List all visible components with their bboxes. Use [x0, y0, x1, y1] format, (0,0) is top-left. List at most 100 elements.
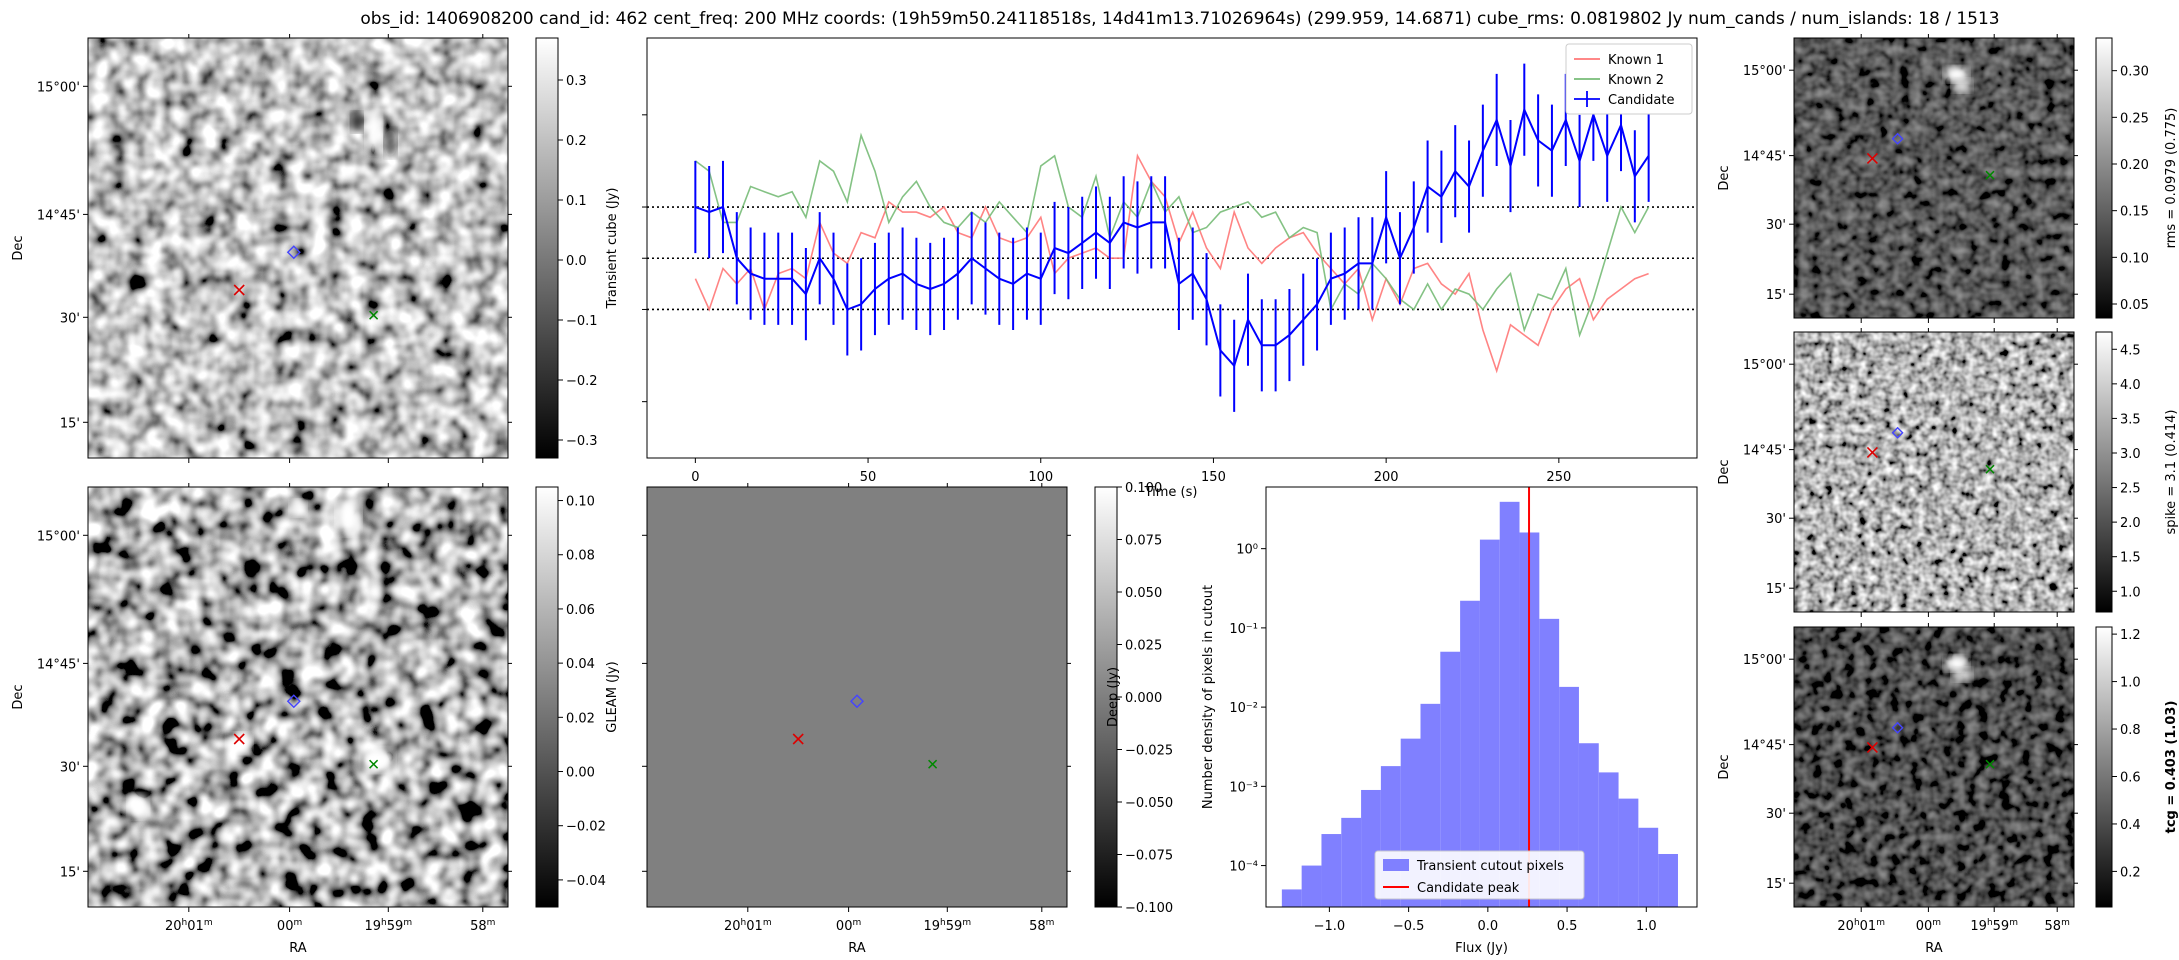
colorbar-tick-label: 0.10 [566, 495, 595, 510]
colorbar-tick-label: 1.0 [2120, 585, 2141, 600]
spike-colorbar-label: spike = 3.1 (0.414) [2164, 409, 2179, 534]
colorbar-tick-label: 4.0 [2120, 378, 2141, 393]
gleam-panel: 15°00' 14°45' 30' 15' 20h01m 00m 19h59m 58m Dec R… [11, 483, 620, 956]
rms-source-blob [1944, 66, 1969, 83]
x-tick-label: −1.0 [1314, 919, 1346, 934]
colorbar-tick-label: 0.06 [566, 603, 595, 618]
dec-tick-label: 14°45' [1743, 150, 1786, 165]
colorbar-tick-label: 0.2 [566, 134, 587, 149]
dec-tick-label: 15°00' [1743, 64, 1786, 79]
colorbar-tick-label: 1.0 [2120, 676, 2141, 691]
histogram-bar [1440, 651, 1461, 907]
colorbar-tick-label: −0.075 [1125, 849, 1173, 864]
colorbar-tick-label: −0.02 [566, 820, 606, 835]
colorbar-tick-label: 0.050 [1125, 586, 1162, 601]
x-tick-label: 200 [1374, 470, 1399, 485]
transient-image [88, 38, 508, 458]
series-line-candidate [695, 106, 1650, 368]
deep-frame [646, 486, 1068, 908]
histogram-bar [1341, 817, 1362, 907]
x-tick-label: 0.0 [1477, 919, 1498, 934]
green-x-marker-icon [1985, 464, 1995, 474]
ra-tick-label: 58m [2045, 918, 2070, 934]
green-x-marker-icon [369, 310, 379, 320]
colorbar-tick-label: 0.15 [2120, 205, 2149, 220]
tcg-colorbar-label: tcg = 0.403 (1.03) [2164, 701, 2179, 834]
red-x-marker-icon [792, 733, 804, 745]
ra-tick-label: 19h59m [1970, 918, 2018, 934]
deep-colorbar-frame [1094, 486, 1118, 908]
legend-entry: Candidate peak [1417, 881, 1520, 896]
tcg-colorbar [2096, 627, 2112, 907]
figure-title: obs_id: 1406908200 cand_id: 462 cent_fre… [360, 9, 1999, 29]
ra-axis-label: RA [848, 941, 866, 956]
blue-diamond-marker-icon [1891, 426, 1904, 439]
spike-colorbar [2096, 332, 2112, 612]
gleam-source-blob [361, 748, 394, 772]
y-axis-label: Number density of pixels in cutout [1201, 585, 1216, 809]
histogram-bar [1479, 539, 1500, 907]
dec-tick-label: 15' [1766, 877, 1786, 892]
red-x-marker-icon [233, 733, 245, 745]
series-line-known-1 [694, 153, 1649, 374]
colorbar-tick-label: −0.025 [1125, 744, 1173, 759]
legend-swatch [1383, 859, 1409, 871]
histogram-bar [1499, 501, 1520, 907]
x-tick-label: 1.0 [1636, 919, 1657, 934]
tcg-source-blob [1944, 655, 1969, 672]
ra-tick-label: 58m [470, 918, 495, 934]
dec-tick-label: 15°00' [1743, 358, 1786, 373]
colorbar-tick-label: −0.3 [566, 434, 598, 449]
histogram-bar [1301, 865, 1322, 907]
colorbar-tick-label: −0.1 [566, 314, 598, 329]
colorbar-tick-label: 0.4 [2120, 818, 2141, 833]
colorbar-tick-label: 0.04 [566, 657, 595, 672]
x-tick-label: 0 [691, 470, 699, 485]
transient-frame [87, 37, 509, 459]
gleam-colorbar-frame [535, 486, 559, 908]
dec-tick-label: 14°45' [37, 208, 80, 223]
colorbar-tick-label: 0.08 [566, 549, 595, 564]
dec-tick-label: 15' [60, 416, 80, 431]
y-tick-label: 10⁻¹ [1229, 622, 1258, 637]
histogram-bar [1460, 600, 1480, 907]
ra-tick-label: 00m [1916, 918, 1941, 934]
colorbar-tick-label: 1.2 [2120, 628, 2141, 643]
dec-axis-label: Dec [1717, 165, 1732, 190]
y-tick-label: 10⁻⁴ [1229, 860, 1258, 875]
lightcurve-frame [646, 37, 1698, 459]
dec-tick-label: 15°00' [37, 529, 80, 544]
colorbar-tick-label: 0.05 [2120, 298, 2149, 313]
ra-tick-label: 00m [277, 918, 302, 934]
legend-entry: Candidate [1608, 93, 1674, 108]
dec-tick-label: 14°45' [37, 657, 80, 672]
ra-tick-label: 19h59m [365, 918, 413, 934]
x-axis-label: Flux (Jy) [1455, 941, 1508, 956]
rms-colorbar-label: rms = 0.0979 (0.775) [2164, 108, 2179, 249]
colorbar-tick-label: 0.3 [566, 74, 587, 89]
colorbar-tick-label: 0.025 [1125, 639, 1162, 654]
tcg-panel: 15°00' 14°45' 30' 15' 20h01m 00m 19h59m 58m Dec R… [1717, 623, 2179, 956]
x-axis-label: Time (s) [1144, 485, 1198, 500]
red-x-marker-icon [1866, 152, 1878, 164]
gleam-image [88, 487, 508, 907]
x-tick-label: 50 [860, 470, 877, 485]
dec-tick-label: 30' [1766, 218, 1786, 233]
rms-frame [1793, 37, 2075, 319]
ra-axis-label: RA [289, 941, 307, 956]
dec-tick-label: 30' [60, 760, 80, 775]
histogram-bar [1618, 798, 1639, 907]
colorbar-tick-label: 0.00 [566, 766, 595, 781]
legend-box [1565, 43, 1693, 115]
spike-panel: 15°00' 14°45' 30' 15' Dec 4.5 4.0 3.5 3.0 2.5 2.0 1… [1717, 328, 2179, 617]
deep-panel: 20h01m 00m 19h59m 58m RA 0.100 0.075 0.050 0.025… [642, 481, 1173, 956]
colorbar-tick-label: −0.04 [566, 874, 606, 889]
ra-tick-label: 20h01m [1837, 918, 1885, 934]
dec-tick-label: 15°00' [1743, 653, 1786, 668]
dec-axis-label: Dec [1717, 459, 1732, 484]
transient-colorbar-frame [535, 37, 559, 459]
transient-colorbar-label: Transient cube (Jy) [605, 188, 620, 310]
rms-panel: 15°00' 14°45' 30' 15' Dec 0.30 0.25 0.20 0.15 0.1… [1717, 34, 2179, 323]
dec-tick-label: 14°45' [1743, 444, 1786, 459]
colorbar-tick-label: 0.30 [2120, 65, 2149, 80]
